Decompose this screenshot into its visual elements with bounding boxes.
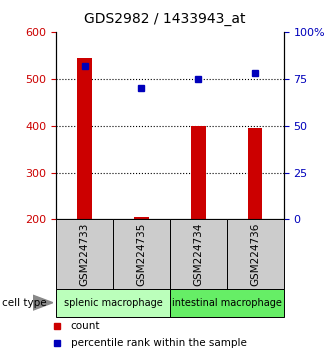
Text: count: count <box>71 321 100 331</box>
Bar <box>170 219 227 289</box>
Bar <box>78 58 92 219</box>
Bar <box>170 289 284 317</box>
Bar <box>113 219 170 289</box>
Text: GSM224735: GSM224735 <box>137 222 147 286</box>
Text: percentile rank within the sample: percentile rank within the sample <box>71 338 247 348</box>
Bar <box>191 126 206 219</box>
Text: GSM224734: GSM224734 <box>193 222 203 286</box>
Text: GSM224736: GSM224736 <box>250 222 260 286</box>
Text: cell type: cell type <box>2 298 46 308</box>
Bar <box>134 217 148 219</box>
Bar <box>56 219 113 289</box>
Text: intestinal macrophage: intestinal macrophage <box>172 298 282 308</box>
Text: GDS2982 / 1433943_at: GDS2982 / 1433943_at <box>84 12 246 27</box>
Text: splenic macrophage: splenic macrophage <box>64 298 162 308</box>
Text: GSM224733: GSM224733 <box>80 222 89 286</box>
Bar <box>248 128 262 219</box>
Bar <box>56 289 170 317</box>
Bar <box>227 219 284 289</box>
Polygon shape <box>33 295 53 310</box>
